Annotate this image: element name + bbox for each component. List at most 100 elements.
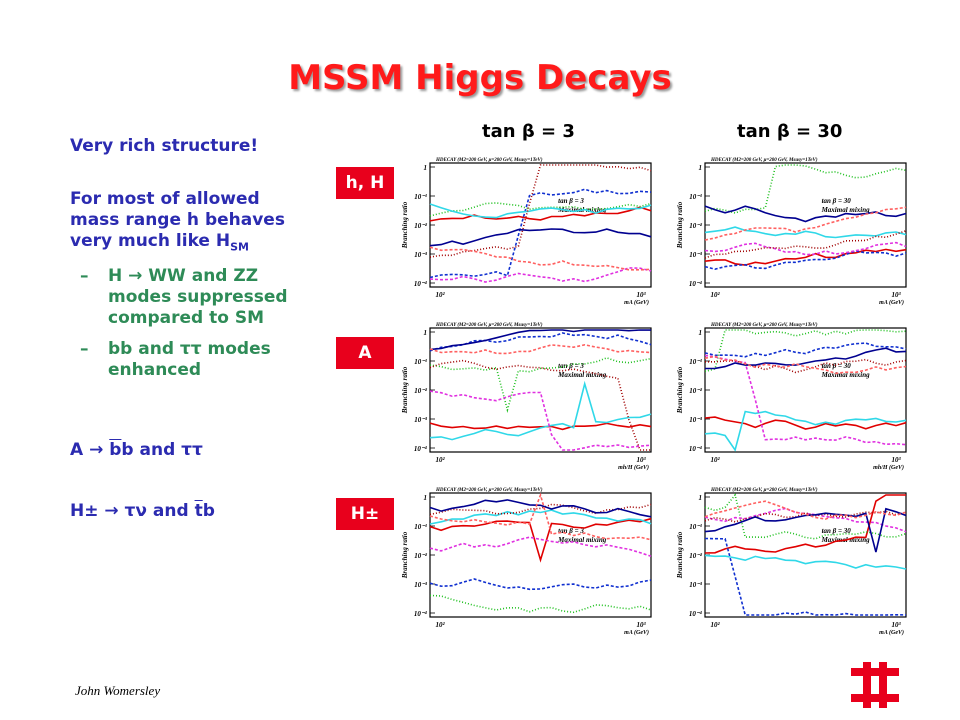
y-tick-label: 1 — [699, 494, 703, 502]
y-tick-label: 1 — [699, 164, 703, 172]
decay-curve — [429, 499, 652, 518]
decay-curve — [429, 380, 652, 441]
y-tick-label: 10⁻¹ — [689, 193, 702, 201]
decay-curve — [429, 343, 652, 355]
text: b and ττ — [121, 440, 203, 460]
decay-curve — [704, 250, 907, 271]
decay-curve — [429, 509, 652, 525]
y-axis-label: Branching ratio — [401, 201, 409, 249]
plot-frame — [429, 327, 652, 453]
y-tick-label: 10⁻¹ — [414, 523, 427, 531]
sub-line: enhanced — [108, 360, 202, 380]
decay-curve — [429, 517, 652, 563]
y-tick-label: 1 — [424, 494, 428, 502]
x-axis-label: mh/H (GeV) — [873, 464, 904, 471]
y-tick-label: 10⁻³ — [414, 251, 428, 259]
text: b — [109, 440, 122, 460]
x-axis-label: mA (GeV) — [624, 299, 649, 306]
column-label: tan β = 30 — [737, 121, 843, 142]
text: A → — [70, 440, 110, 460]
decay-curve — [429, 357, 652, 413]
plot-annotation: Maximal mixing — [557, 536, 607, 544]
slide-title: MSSM Higgs Decays — [288, 58, 672, 98]
x-tick-label: 10² — [435, 291, 445, 299]
decay-curve — [429, 188, 652, 279]
decay-curve — [429, 164, 652, 258]
y-tick-label: 1 — [424, 329, 428, 337]
dash: – — [80, 266, 89, 286]
sub-line: compared to SM — [108, 308, 264, 328]
intro: Very rich structure! — [70, 136, 259, 156]
decay-curve — [704, 329, 907, 373]
y-tick-label: 10⁻¹ — [414, 358, 427, 366]
decay-curve — [704, 507, 907, 553]
x-tick-label: 10³ — [891, 621, 901, 629]
y-tick-label: 10⁻⁴ — [689, 610, 703, 618]
x-tick-label: 10² — [435, 456, 445, 464]
x-tick-label: 10³ — [636, 456, 646, 464]
point-line: very much like HSM — [70, 231, 249, 253]
decay-curve — [429, 422, 652, 431]
x-tick-label: 10² — [710, 291, 720, 299]
decay-curve — [704, 355, 907, 375]
y-tick-label: 10⁻² — [689, 552, 703, 560]
decay-curve — [429, 492, 652, 541]
y-axis-label: Branching ratio — [401, 366, 409, 414]
row-label: h, H — [336, 167, 394, 199]
decay-curve — [429, 267, 652, 283]
y-tick-label: 10⁻³ — [414, 581, 428, 589]
plot-annotation: Maximal mixing — [557, 371, 607, 379]
y-tick-label: 10⁻² — [414, 552, 428, 560]
x-tick-label: 10³ — [891, 456, 901, 464]
decay-curve — [704, 354, 907, 446]
x-axis-label: mA (GeV) — [624, 629, 649, 636]
plot-header: HDECAY (M2=200 GeV, μ=200 GeV, Msusy=1Te… — [710, 323, 818, 328]
y-tick-label: 10⁻¹ — [689, 523, 702, 531]
decay-curve — [704, 342, 907, 358]
decay-curve — [704, 206, 907, 241]
plot-header: HDECAY (M2=200 GeV, μ=200 GeV, Msusy=1Te… — [710, 158, 818, 163]
plot-frame — [704, 327, 907, 453]
plot-annotation: tan β = 30 — [822, 527, 852, 535]
y-axis-label: Branching ratio — [676, 531, 684, 579]
plot-header: HDECAY (M2=200 GeV, μ=200 GeV, Msusy=1Te… — [435, 323, 543, 328]
plot-frame — [704, 162, 907, 288]
text: H± → τν and — [70, 501, 195, 521]
decay-curve — [429, 578, 652, 591]
y-tick-label: 10⁻¹ — [414, 193, 427, 201]
decay-curve — [429, 594, 652, 614]
decay-curve — [429, 390, 652, 451]
plot-annotation: tan β = 3 — [558, 362, 584, 370]
y-tick-label: 10⁻⁴ — [689, 445, 703, 453]
y-tick-label: 10⁻⁴ — [414, 280, 428, 288]
y-tick-label: 10⁻³ — [689, 251, 703, 259]
plot-header: HDECAY (M2=200 GeV, μ=200 GeV, Msusy=1Te… — [710, 488, 818, 493]
plot-annotation: tan β = 30 — [822, 362, 852, 370]
y-tick-label: 10⁻³ — [689, 416, 703, 424]
x-axis-label: mA (GeV) — [879, 629, 904, 636]
row-label: A — [336, 337, 394, 369]
x-tick-label: 10³ — [891, 291, 901, 299]
plot-annotation: Maximal mixing — [821, 206, 871, 214]
y-tick-label: 10⁻⁴ — [414, 610, 428, 618]
x-tick-label: 10² — [710, 621, 720, 629]
decay-curve — [429, 203, 652, 219]
sub-line: modes suppressed — [108, 287, 288, 307]
text: very much like H — [70, 231, 231, 251]
decay-curve — [704, 537, 907, 616]
footer: John Womersley — [75, 683, 161, 698]
text: t — [194, 501, 203, 521]
point-line: mass range h behaves — [70, 210, 285, 230]
x-tick-label: 10² — [435, 621, 445, 629]
y-axis-label: Branching ratio — [401, 531, 409, 579]
h-line: H± → τν and tb — [70, 501, 215, 521]
plot-annotation: tan β = 3 — [558, 197, 584, 205]
plot-annotation: Maximal mixing — [821, 371, 871, 379]
plot-frame — [429, 492, 652, 618]
decay-curve — [704, 493, 907, 540]
y-tick-label: 10⁻² — [689, 387, 703, 395]
text: b — [202, 501, 215, 521]
sub-line: H → WW and ZZ — [108, 266, 259, 286]
x-axis-label: mA (GeV) — [879, 299, 904, 306]
